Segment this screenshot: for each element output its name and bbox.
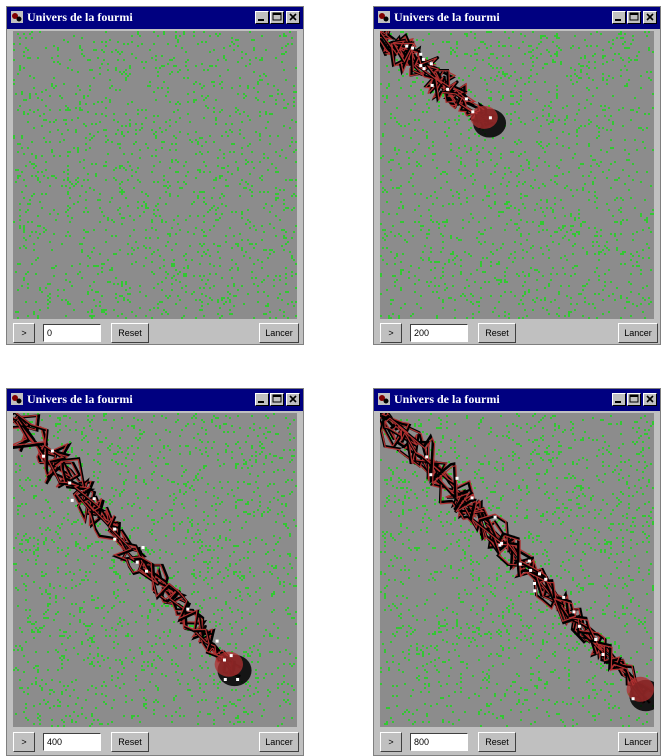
app-icon [378,11,390,23]
minimize-icon[interactable] [612,393,626,406]
step-button[interactable]: > [13,732,35,752]
close-icon[interactable] [643,393,657,406]
close-icon[interactable] [643,11,657,24]
step-button[interactable]: > [380,732,402,752]
reset-button[interactable]: Reset [111,732,149,752]
world-svg [13,31,297,319]
title-bar[interactable]: Univers de la fourmi [7,7,303,29]
world-svg [13,413,297,727]
world-svg [380,413,654,727]
ant-window-4: Univers de la fourmi > 800 Reset Lancer [373,388,661,756]
run-button[interactable]: Lancer [259,323,299,343]
world-svg [380,31,654,319]
maximize-icon[interactable] [270,11,284,24]
title-bar[interactable]: Univers de la fourmi [374,7,660,29]
maximize-icon[interactable] [270,393,284,406]
step-count-field[interactable]: 400 [43,733,101,751]
step-button[interactable]: > [380,323,402,343]
title-bar[interactable]: Univers de la fourmi [7,389,303,411]
window-title: Univers de la fourmi [394,10,500,24]
step-button[interactable]: > [13,323,35,343]
reset-button[interactable]: Reset [478,732,516,752]
window-title: Univers de la fourmi [394,392,500,406]
run-button[interactable]: Lancer [259,732,299,752]
minimize-icon[interactable] [612,11,626,24]
app-icon [11,11,23,23]
window-title: Univers de la fourmi [27,392,133,406]
ant-window-3: Univers de la fourmi > 400 Reset Lancer [6,388,304,756]
ant-world-canvas[interactable] [13,31,297,319]
ant-world-canvas[interactable] [380,31,654,319]
maximize-icon[interactable] [627,393,641,406]
step-count-field[interactable]: 800 [410,733,468,751]
close-icon[interactable] [286,11,300,24]
reset-button[interactable]: Reset [478,323,516,343]
run-button[interactable]: Lancer [618,323,658,343]
ant-world-canvas[interactable] [380,413,654,727]
title-bar[interactable]: Univers de la fourmi [374,389,660,411]
run-button[interactable]: Lancer [618,732,658,752]
minimize-icon[interactable] [255,11,269,24]
app-icon [11,393,23,405]
step-count-field[interactable]: 200 [410,324,468,342]
minimize-icon[interactable] [255,393,269,406]
maximize-icon[interactable] [627,11,641,24]
ant-world-canvas[interactable] [13,413,297,727]
ant-window-2: Univers de la fourmi > 200 Reset Lancer [373,6,661,345]
app-icon [378,393,390,405]
ant-window-1: Univers de la fourmi > 0 Reset Lancer [6,6,304,345]
reset-button[interactable]: Reset [111,323,149,343]
window-title: Univers de la fourmi [27,10,133,24]
step-count-field[interactable]: 0 [43,324,101,342]
close-icon[interactable] [286,393,300,406]
